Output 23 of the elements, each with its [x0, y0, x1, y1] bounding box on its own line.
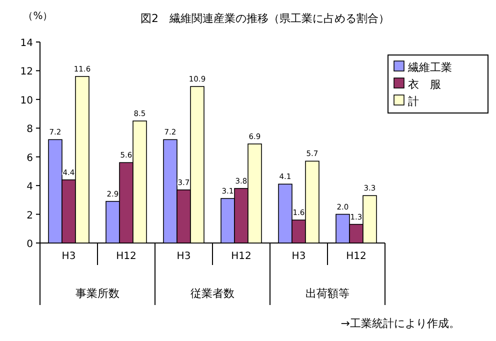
text: 従業者数 [190, 287, 234, 300]
y-tick-label: 8 [26, 124, 33, 136]
x-tick-label: H3 [176, 251, 191, 262]
legend-label: 計 [408, 95, 419, 108]
y-tick-label: 12 [20, 66, 33, 78]
x-tick-label: H12 [346, 251, 366, 262]
legend-label: 繊維工業 [407, 61, 452, 74]
x-tick-label: H3 [292, 251, 306, 262]
x-tick-label: H12 [116, 251, 136, 262]
x-tick-label: H12 [231, 251, 252, 262]
legend-label: 衣 服 [408, 78, 441, 91]
y-tick-label: 10 [20, 95, 33, 106]
text: 事業所数 [76, 287, 120, 300]
x-tick-label: H3 [62, 251, 76, 262]
chart-title: 図2 繊維関連産業の推移（県工業に占める割合） [140, 12, 390, 25]
text: →工業統計により作成。 [340, 317, 460, 330]
y-tick-label: 0 [26, 239, 33, 250]
y-tick-label: 2 [26, 210, 33, 222]
y-tick-label: 6 [26, 152, 33, 164]
y-axis-title: （%） [23, 11, 53, 22]
y-tick-label: 14 [20, 38, 33, 49]
text: 出荷額等 [306, 287, 350, 300]
y-tick-label: 4 [26, 182, 33, 193]
